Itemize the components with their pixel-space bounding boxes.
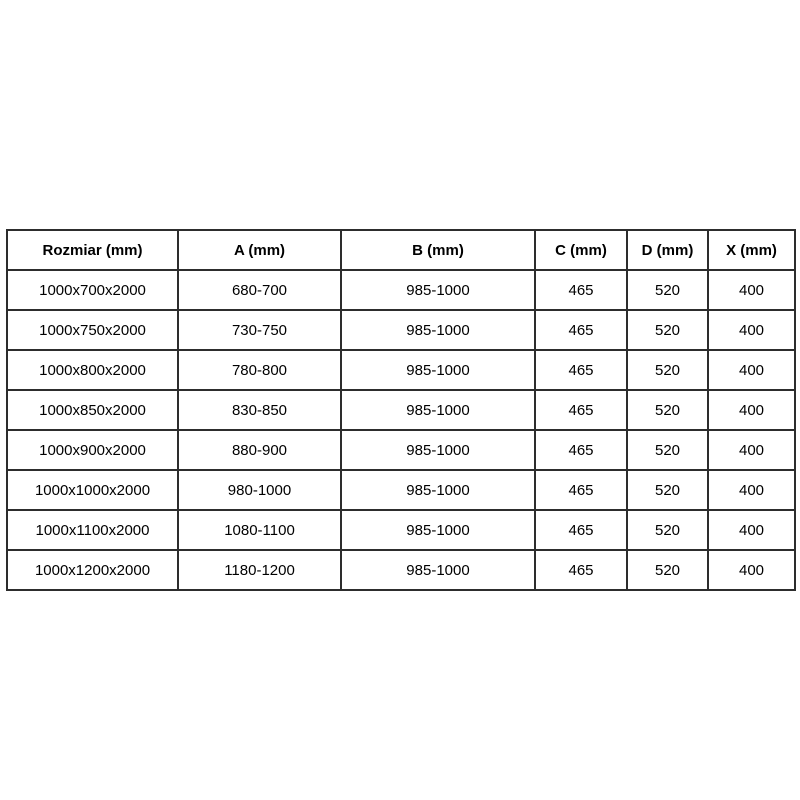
table-cell: 980-1000 [177,469,342,511]
table-row: 1000x1000x2000 980-1000 985-1000 465 520 400 [6,469,796,511]
table-cell: 1000x1200x2000 [6,549,179,591]
table-cell: 400 [707,429,796,471]
table-cell: 830-850 [177,389,342,431]
table-cell: 1000x700x2000 [6,269,179,311]
header-row: Rozmiar (mm) A (mm) B (mm) C (mm) D (mm) X (m… [6,229,796,271]
column-header: D (mm) [626,229,709,271]
table-cell: 465 [534,429,628,471]
table-cell: 1000x1100x2000 [6,509,179,551]
column-header: C (mm) [534,229,628,271]
table-cell: 780-800 [177,349,342,391]
table-cell: 400 [707,389,796,431]
column-header: B (mm) [340,229,536,271]
size-spec-table: Rozmiar (mm) A (mm) B (mm) C (mm) D (mm) X (m… [6,229,796,591]
table-cell: 465 [534,509,628,551]
table-cell: 520 [626,389,709,431]
table-cell: 400 [707,509,796,551]
table-row: 1000x1200x2000 1180-1200 985-1000 465 520 400 [6,549,796,591]
table-cell: 1000x850x2000 [6,389,179,431]
table-cell: 1180-1200 [177,549,342,591]
table-row: 1000x1100x2000 1080-1100 985-1000 465 520 400 [6,509,796,551]
table-cell: 1080-1100 [177,509,342,551]
table-cell: 400 [707,349,796,391]
table-cell: 465 [534,309,628,351]
table-cell: 520 [626,309,709,351]
column-header: A (mm) [177,229,342,271]
table-cell: 680-700 [177,269,342,311]
table-cell: 400 [707,549,796,591]
table-row: 1000x750x2000 730-750 985-1000 465 520 400 [6,309,796,351]
table-cell: 1000x900x2000 [6,429,179,471]
table-cell: 985-1000 [340,389,536,431]
table-cell: 520 [626,469,709,511]
table-header: Rozmiar (mm) A (mm) B (mm) C (mm) D (mm) X (m… [6,229,796,271]
table-row: 1000x700x2000 680-700 985-1000 465 520 400 [6,269,796,311]
column-header: X (mm) [707,229,796,271]
table-row: 1000x900x2000 880-900 985-1000 465 520 400 [6,429,796,471]
table-cell: 985-1000 [340,269,536,311]
table-cell: 400 [707,269,796,311]
table-cell: 465 [534,549,628,591]
table-cell: 520 [626,509,709,551]
table-cell: 985-1000 [340,469,536,511]
table-cell: 985-1000 [340,509,536,551]
table-cell: 400 [707,309,796,351]
table-cell: 400 [707,469,796,511]
table-cell: 520 [626,269,709,311]
table-cell: 465 [534,469,628,511]
table-cell: 1000x800x2000 [6,349,179,391]
column-header: Rozmiar (mm) [6,229,179,271]
table-cell: 520 [626,429,709,471]
table-cell: 730-750 [177,309,342,351]
table-cell: 985-1000 [340,309,536,351]
table-cell: 880-900 [177,429,342,471]
table-row: 1000x800x2000 780-800 985-1000 465 520 400 [6,349,796,391]
table-cell: 520 [626,549,709,591]
table-cell: 1000x1000x2000 [6,469,179,511]
table-cell: 985-1000 [340,349,536,391]
table-cell: 465 [534,349,628,391]
table-row: 1000x850x2000 830-850 985-1000 465 520 400 [6,389,796,431]
table-cell: 520 [626,349,709,391]
table-cell: 985-1000 [340,429,536,471]
table-cell: 465 [534,269,628,311]
table-cell: 1000x750x2000 [6,309,179,351]
table-cell: 465 [534,389,628,431]
table-body: 1000x700x2000 680-700 985-1000 465 520 400 100… [6,269,796,591]
table-cell: 985-1000 [340,549,536,591]
